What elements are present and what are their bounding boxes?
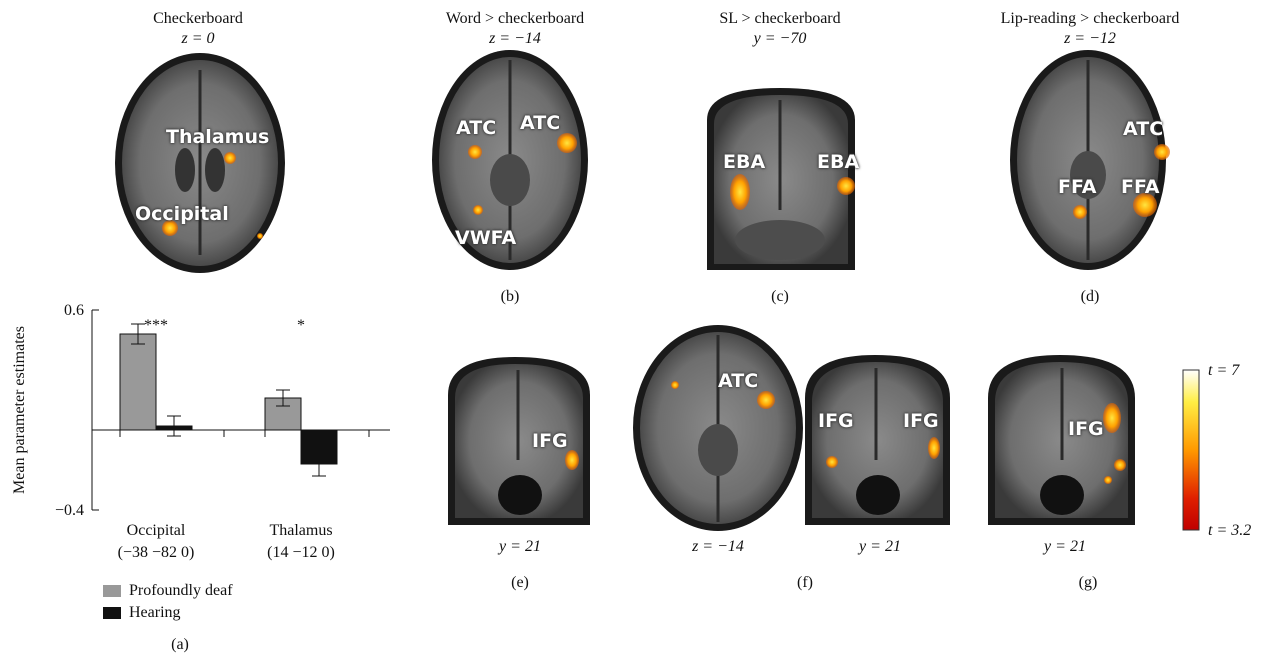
label-ifg-left: IFG — [818, 410, 854, 432]
brain-f-axial — [633, 325, 803, 531]
colorbar-gradient — [1182, 369, 1200, 531]
panel-a-title: Checkerboard — [153, 10, 243, 27]
panel-c-label: (c) — [771, 288, 789, 305]
brain-c-coronal — [707, 88, 855, 270]
y-tick-label: −0.4 — [55, 502, 84, 519]
colorbar-max-label: t = 7 — [1208, 362, 1240, 379]
panel-b-coord: z = −14 — [489, 30, 541, 47]
panel-b-label: (b) — [500, 288, 520, 305]
brain-f-coronal — [805, 355, 950, 525]
activation-blob — [1073, 205, 1087, 219]
label-vwfa: VWFA — [455, 227, 517, 249]
legend-label-hearing: Hearing — [129, 604, 181, 621]
brain-e-coronal — [448, 357, 590, 525]
category-sublabel: (14 −12 0) — [267, 544, 335, 561]
activation-blob — [473, 205, 483, 215]
panel-f-label: (f) — [797, 574, 813, 591]
label-eba-left: EBA — [723, 151, 766, 173]
brain-a-axial — [115, 53, 285, 273]
bar — [119, 333, 157, 431]
panel-e-label: (e) — [511, 574, 529, 591]
panel-b-title: Word > checkerboard — [445, 10, 585, 27]
colorbar-min-label: t = 3.2 — [1208, 522, 1252, 539]
activation-blob — [1104, 476, 1112, 484]
brain-b-axial — [432, 50, 588, 270]
panel-d-label: (d) — [1080, 288, 1100, 305]
category-label: Occipital — [127, 522, 186, 539]
label-ffa-right: FFA — [1121, 176, 1160, 198]
activation-blob — [826, 456, 838, 468]
bar-chart: 0.6 −0.4 Mean parameter estimates *** Occipi… — [11, 302, 390, 561]
label-ffa-left: FFA — [1058, 176, 1097, 198]
significance-label: * — [297, 317, 305, 334]
label-ifg: IFG — [532, 430, 568, 452]
activation-blob — [224, 152, 236, 164]
activation-blob — [928, 437, 940, 459]
category-label: Thalamus — [269, 522, 332, 539]
legend-swatch-hearing — [103, 607, 121, 619]
y-tick-label: 0.6 — [64, 302, 84, 319]
panel-f-coronal-coord: y = 21 — [859, 538, 901, 555]
activation-blob — [257, 233, 263, 239]
legend-deaf: Profoundly deaf — [103, 582, 233, 600]
panel-e-coord: y = 21 — [499, 538, 541, 555]
panel-a-label: (a) — [171, 636, 189, 653]
label-occipital: Occipital — [135, 203, 229, 225]
panel-a-coord: z = 0 — [181, 30, 215, 47]
significance-label: *** — [144, 317, 168, 334]
legend-hearing: Hearing — [103, 604, 181, 622]
label-thalamus: Thalamus — [166, 126, 270, 148]
legend-label-deaf: Profoundly deaf — [129, 582, 233, 599]
panel-f-axial-coord: z = −14 — [692, 538, 744, 555]
activation-blob — [565, 450, 579, 470]
panel-d-title: Lip-reading > checkerboard — [1000, 10, 1180, 27]
label-atc: ATC — [718, 370, 759, 392]
panel-d-coord: z = −12 — [1064, 30, 1116, 47]
panel-g-label: (g) — [1078, 574, 1098, 591]
label-atc: ATC — [1123, 118, 1164, 140]
activation-blob — [671, 381, 679, 389]
activation-blob — [1154, 144, 1170, 160]
activation-blob — [757, 391, 775, 409]
activation-blob — [730, 174, 750, 210]
category-sublabel: (−38 −82 0) — [118, 544, 195, 561]
activation-blob — [162, 220, 178, 236]
panel-g-coord: y = 21 — [1044, 538, 1086, 555]
label-ifg: IFG — [1068, 418, 1104, 440]
activation-blob — [837, 177, 855, 195]
activation-blob — [1114, 459, 1126, 471]
activation-blob — [468, 145, 482, 159]
legend-swatch-deaf — [103, 585, 121, 597]
label-atc-left: ATC — [456, 117, 497, 139]
activation-blob — [1133, 193, 1157, 217]
panel-c-title: SL > checkerboard — [719, 10, 841, 27]
brain-d-axial — [1010, 50, 1170, 270]
brain-g-coronal — [988, 355, 1135, 525]
activation-blob — [557, 133, 577, 153]
y-axis-label: Mean parameter estimates — [11, 326, 28, 494]
panel-c-coord: y = −70 — [753, 30, 807, 47]
label-eba-right: EBA — [817, 151, 860, 173]
activation-blob — [1103, 403, 1121, 433]
label-atc-right: ATC — [520, 112, 561, 134]
label-ifg-right: IFG — [903, 410, 939, 432]
